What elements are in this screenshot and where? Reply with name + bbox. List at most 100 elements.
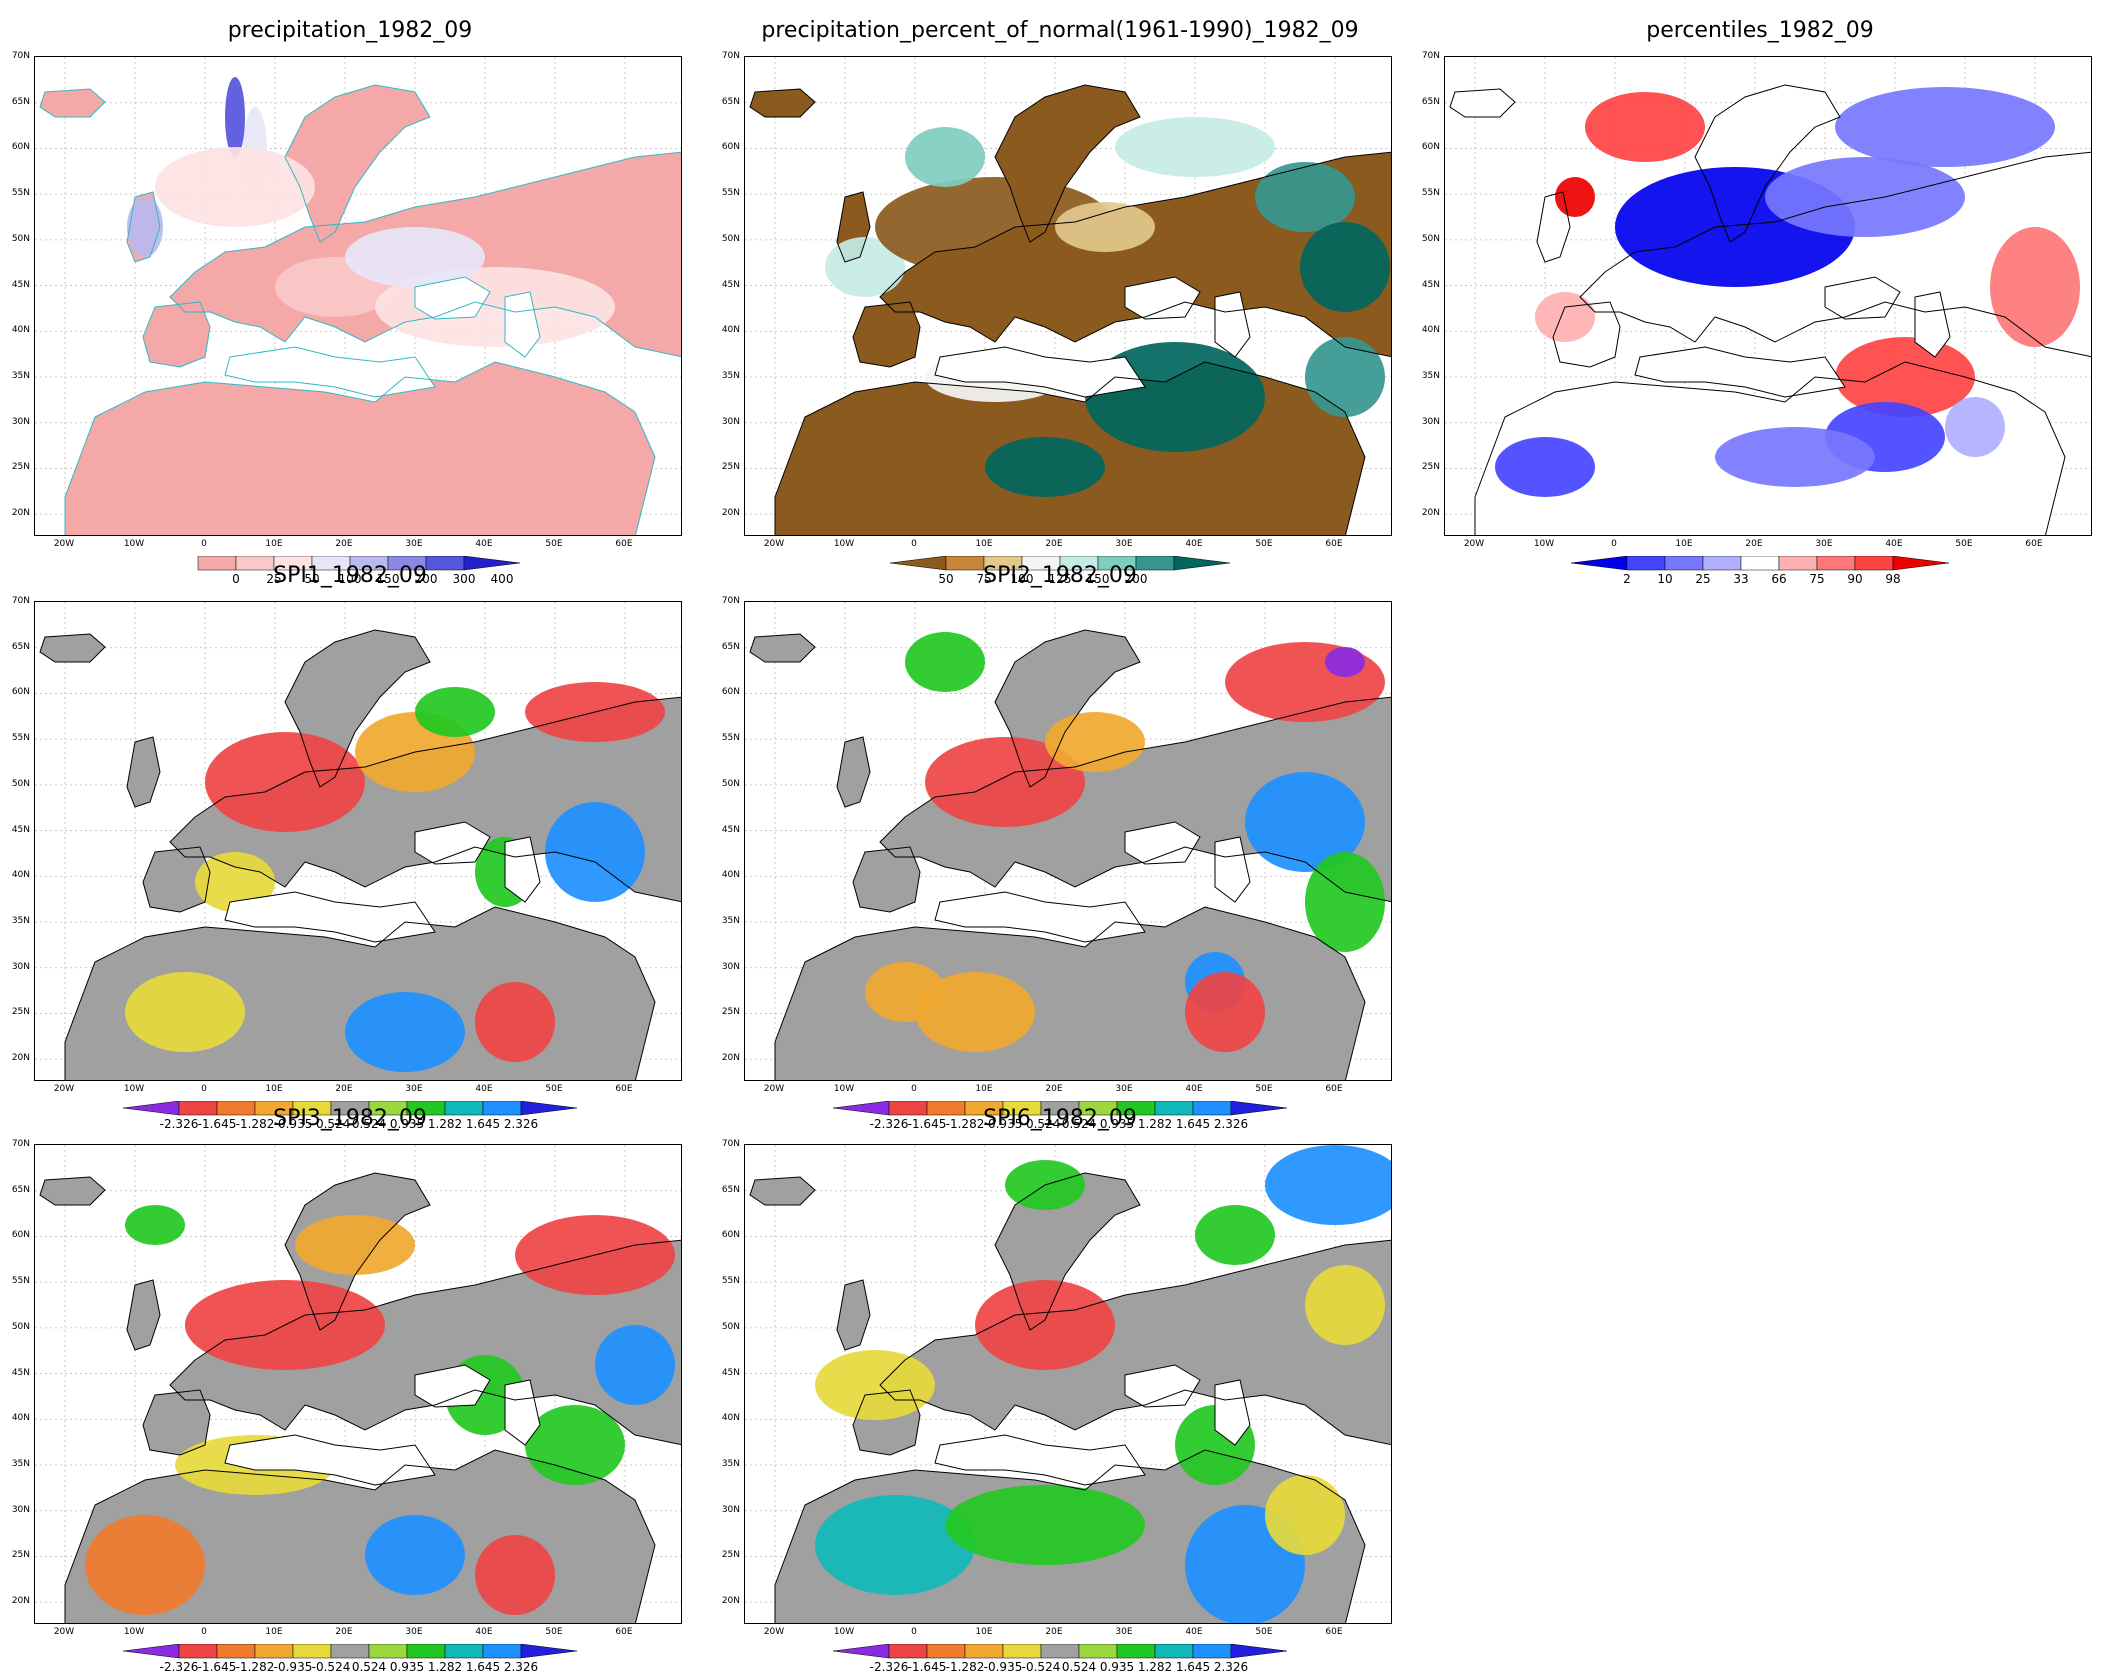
- lat-tick-label: 55N: [721, 188, 740, 199]
- anomaly-region: [1115, 117, 1275, 177]
- coastline: [1449, 88, 1516, 118]
- lon-tick-label: 10W: [833, 539, 855, 549]
- lon-tick-label: 50E: [1255, 1084, 1273, 1094]
- colorbar-label: -1.645: [907, 1117, 947, 1131]
- colorbar-label: 1.282: [1137, 1117, 1173, 1131]
- lat-tick-label: 65N: [11, 641, 30, 652]
- coastline: [1124, 821, 1201, 865]
- colorbar-label: 98: [1885, 572, 1901, 586]
- lon-tick-label: 40E: [1885, 539, 1903, 549]
- lon-tick-label: 0: [911, 539, 917, 549]
- lon-tick-label: 20W: [1463, 539, 1485, 549]
- lat-tick-label: 35N: [11, 1459, 30, 1469]
- coastline: [934, 1434, 1146, 1486]
- lon-tick-label: 40E: [475, 1627, 493, 1637]
- coastline: [994, 629, 1141, 788]
- anomaly-region: [815, 1495, 975, 1595]
- sea-area: [505, 837, 540, 902]
- land-area: [750, 1177, 815, 1205]
- colorbar-segment: [292, 1643, 332, 1659]
- anomaly-region: [1265, 1475, 1345, 1555]
- anomaly-region: [525, 1405, 625, 1485]
- colorbar-label: 0.524: [351, 1117, 387, 1131]
- sea-area: [1915, 292, 1950, 357]
- lat-tick-label: 40N: [721, 325, 740, 336]
- land-area: [143, 847, 210, 912]
- colorbar-label: 50: [304, 572, 320, 586]
- coastline: [879, 696, 1391, 903]
- anomaly-region: [1765, 157, 1965, 237]
- anomaly-region: [155, 147, 315, 227]
- colorbar-arrow-right: [520, 1100, 578, 1116]
- colorbar-arrow-left: [1570, 555, 1628, 571]
- lon-tick-label: 30E: [1115, 539, 1133, 549]
- lat-tick-label: 45N: [721, 824, 740, 835]
- coastline: [169, 1239, 681, 1446]
- lat-tick-label: 60N: [11, 687, 30, 698]
- lon-tick-label: 10E: [1675, 539, 1693, 549]
- lon-tick-label: 10E: [265, 539, 283, 549]
- coastline: [414, 1364, 491, 1408]
- lat-tick-label: 20N: [721, 1596, 740, 1607]
- lon-tick-label: 40E: [1185, 1084, 1203, 1094]
- map-area: [34, 1144, 682, 1624]
- colorbar-label: 150: [376, 572, 400, 586]
- panel-percentiles: percentiles_1982_09 70N 65N 60N 55N 50N 45N 40N…: [1420, 0, 2100, 586]
- lat-tick-label: 55N: [1421, 188, 1440, 199]
- anomaly-region: [475, 1535, 555, 1615]
- lon-tick-label: 0: [201, 539, 207, 549]
- colorbar-label: -0.935: [273, 1117, 313, 1131]
- lat-tick-label: 45N: [11, 824, 30, 835]
- colorbar-segment: [1626, 555, 1666, 571]
- anomaly-region: [815, 1350, 935, 1420]
- anomaly-region: [365, 1515, 465, 1595]
- anomaly-region: [925, 737, 1085, 827]
- anomaly-region: [125, 972, 245, 1052]
- lon-tick-label: 20W: [763, 1084, 785, 1094]
- land-area: [40, 1177, 105, 1205]
- colorbar-arrow-right: [1230, 1643, 1288, 1659]
- colorbar-label: 25: [1695, 572, 1711, 586]
- map-svg: [35, 57, 681, 535]
- lon-tick-label: 30E: [405, 1627, 423, 1637]
- lon-tick-label: 10W: [123, 539, 145, 549]
- lon-tick-label: 50E: [1255, 1627, 1273, 1637]
- colorbar-segment: [888, 1643, 928, 1659]
- lon-tick-label: 20W: [763, 1627, 785, 1637]
- anomaly-region: [825, 237, 905, 297]
- coastline: [1914, 291, 1951, 358]
- colorbar-label: 0: [232, 572, 240, 586]
- anomaly-region: [1555, 177, 1595, 217]
- lat-tick-label: 55N: [11, 1276, 30, 1287]
- sea-area: [1125, 822, 1200, 864]
- lon-tick-label: 60E: [1325, 539, 1343, 549]
- lat-tick-label: 60N: [721, 1230, 740, 1241]
- lon-tick-label: 10E: [265, 1084, 283, 1094]
- colorbar-label: 0.935: [389, 1117, 425, 1131]
- colorbar-label: -2.326: [159, 1117, 199, 1131]
- lon-tick-label: 10W: [123, 1084, 145, 1094]
- lon-tick-label: 10E: [975, 1627, 993, 1637]
- panel-title: SPI1_1982_09: [273, 563, 427, 588]
- colorbar-label: 100: [338, 572, 362, 586]
- lat-tick-label: 65N: [721, 1184, 740, 1195]
- colorbar-arrow-right: [463, 555, 521, 571]
- land-area: [170, 1240, 681, 1445]
- panel-percent-of-normal: precipitation_percent_of_normal(1961-199…: [720, 0, 1400, 586]
- sea-area: [1125, 277, 1200, 319]
- colorbar-arrow-right: [1230, 1100, 1288, 1116]
- colorbar-arrow-right: [520, 1643, 578, 1659]
- colorbar-segment: [1854, 555, 1894, 571]
- anomaly-region: [225, 77, 245, 157]
- colorbar-label: -1.645: [197, 1117, 237, 1131]
- anomaly-region: [195, 852, 275, 912]
- sea-area: [415, 822, 490, 864]
- coastline: [879, 1239, 1391, 1446]
- anomaly-region: [595, 1325, 675, 1405]
- lat-tick-label: 70N: [11, 51, 30, 61]
- lat-tick-label: 55N: [11, 188, 30, 199]
- coastline: [64, 1449, 656, 1623]
- anomaly-region: [1300, 222, 1390, 312]
- sea-area: [1635, 347, 1845, 397]
- colorbar-label: 50: [938, 572, 954, 586]
